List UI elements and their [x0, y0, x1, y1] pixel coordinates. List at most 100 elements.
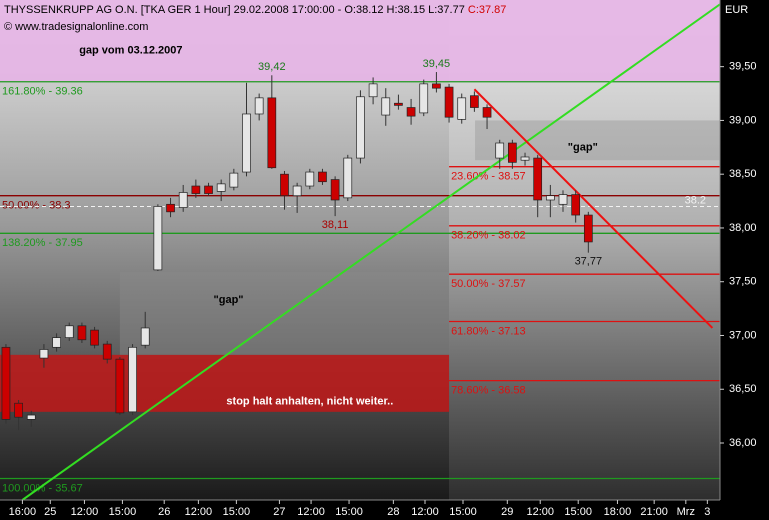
- y-tick-label: 38,50: [729, 168, 757, 180]
- level-label: 23.60% - 38.57: [451, 171, 526, 183]
- x-tick-label: 15:00: [223, 506, 251, 518]
- candle-body: [406, 107, 416, 117]
- zone-label: "gap": [568, 141, 598, 153]
- candle-body: [318, 171, 327, 183]
- x-tick-label: 12:00: [526, 506, 554, 518]
- x-tick-label: 28: [387, 506, 399, 518]
- high-label: 39,42: [258, 61, 286, 73]
- candle-body: [153, 206, 163, 271]
- y-tick-label: 37,00: [729, 329, 757, 341]
- chart-title: THYSSENKRUPP AG O.N. [TKA GER 1 Hour] 29…: [4, 4, 506, 16]
- x-tick-label: 27: [273, 506, 285, 518]
- candle-body: [77, 325, 87, 341]
- candle-body: [545, 195, 555, 201]
- y-tick-label: 37,50: [729, 276, 757, 288]
- level-label: 61.80% - 37.13: [451, 325, 526, 337]
- chart-subtitle: © www.tradesignalonline.com: [4, 21, 148, 33]
- x-tick-label: 15:00: [564, 506, 592, 518]
- candle-body: [26, 414, 36, 420]
- candle-body: [128, 346, 137, 413]
- candle-body: [242, 113, 251, 173]
- candle-body: [166, 203, 175, 213]
- x-tick-label: 15:00: [109, 506, 137, 518]
- candle-body: [520, 156, 530, 161]
- y-tick-label: 38,00: [729, 222, 757, 234]
- candle-body: [292, 185, 302, 197]
- low-label: 38,11: [322, 219, 349, 231]
- zone-label: "gap": [214, 294, 244, 306]
- level-label: 78.60% - 36.58: [451, 385, 526, 397]
- candle-body: [343, 157, 353, 199]
- level-label: 161.80% - 39.36: [2, 86, 83, 98]
- candle-body: [571, 194, 581, 216]
- candle-body: [1, 346, 11, 420]
- candle-body: [444, 86, 454, 118]
- candle-body: [330, 179, 340, 201]
- zone-label: gap vom 03.12.2007: [79, 45, 182, 57]
- candle-body: [280, 173, 289, 197]
- candle-body: [419, 83, 429, 114]
- y-tick-label: 39,50: [729, 61, 757, 73]
- candle-body: [204, 185, 213, 194]
- candle-body: [52, 337, 61, 348]
- candle-body: [470, 95, 479, 108]
- candle-body: [394, 102, 403, 106]
- x-tick-label: 29: [501, 506, 513, 518]
- x-tick-label: 12:00: [71, 506, 99, 518]
- candle-body: [356, 96, 365, 159]
- candle-body: [558, 194, 568, 205]
- x-tick-label: 18:00: [604, 506, 632, 518]
- x-tick-label: 12:00: [411, 506, 439, 518]
- zone: [0, 354, 450, 412]
- low-label: 37,77: [575, 256, 603, 268]
- x-tick-label: 21:00: [640, 506, 668, 518]
- candle-body: [39, 349, 49, 359]
- x-tick-label: 3: [704, 506, 710, 518]
- candle-body: [229, 172, 239, 188]
- x-tick-label: 12:00: [297, 506, 325, 518]
- y-tick-label: 39,00: [729, 114, 757, 126]
- x-tick-label: 16:00: [9, 506, 37, 518]
- x-tick-label: 25: [44, 506, 56, 518]
- candle-body: [267, 97, 277, 169]
- level-label: 50.00% - 37.57: [451, 278, 526, 290]
- x-tick-label: 15:00: [335, 506, 363, 518]
- candle-body: [495, 142, 505, 159]
- high-label: 39,45: [423, 58, 451, 70]
- candle-body: [432, 83, 441, 89]
- level-label: 38.20% - 38.02: [451, 230, 526, 242]
- level-label: 50.00% - 38.3: [2, 200, 71, 212]
- candle-body: [64, 325, 74, 338]
- level-label: 138.20% - 37.95: [2, 237, 83, 249]
- x-tick-label: 15:00: [449, 506, 477, 518]
- x-tick-label: 12:00: [185, 506, 213, 518]
- title-text: THYSSENKRUPP AG O.N. [TKA GER 1 Hour] 29…: [4, 4, 465, 16]
- candle-body: [305, 171, 315, 187]
- candle-body: [533, 157, 543, 201]
- candle-body: [508, 142, 517, 163]
- candle-body: [102, 343, 112, 360]
- candle-body: [216, 183, 226, 192]
- candle-body: [14, 402, 23, 418]
- candle-body: [368, 83, 378, 98]
- candle-body: [457, 97, 467, 120]
- x-tick-label: 26: [158, 506, 170, 518]
- x-tick-label: Mrz: [677, 506, 695, 518]
- current-price-label: 38.2: [685, 194, 706, 206]
- candle-body: [115, 358, 125, 414]
- zone: [0, 0, 720, 82]
- candle-body: [178, 192, 188, 208]
- candle-body: [482, 107, 492, 118]
- candle-body: [381, 97, 391, 116]
- plot-area: gap vom 03.12.2007 stop halt anhalten, ni…: [0, 0, 720, 500]
- candle-body: [140, 327, 150, 346]
- level-label: 100.00% - 35.67: [2, 482, 83, 494]
- y-axis-label: EUR: [725, 4, 748, 16]
- trendline: [21, 3, 720, 500]
- close-label: C:37.87: [468, 4, 507, 16]
- candle-body: [583, 214, 593, 243]
- plot-background-right: [449, 0, 720, 500]
- zone-label: stop halt anhalten, nicht weiter..: [226, 395, 393, 407]
- trendline: [473, 88, 714, 329]
- candle-body: [254, 97, 264, 115]
